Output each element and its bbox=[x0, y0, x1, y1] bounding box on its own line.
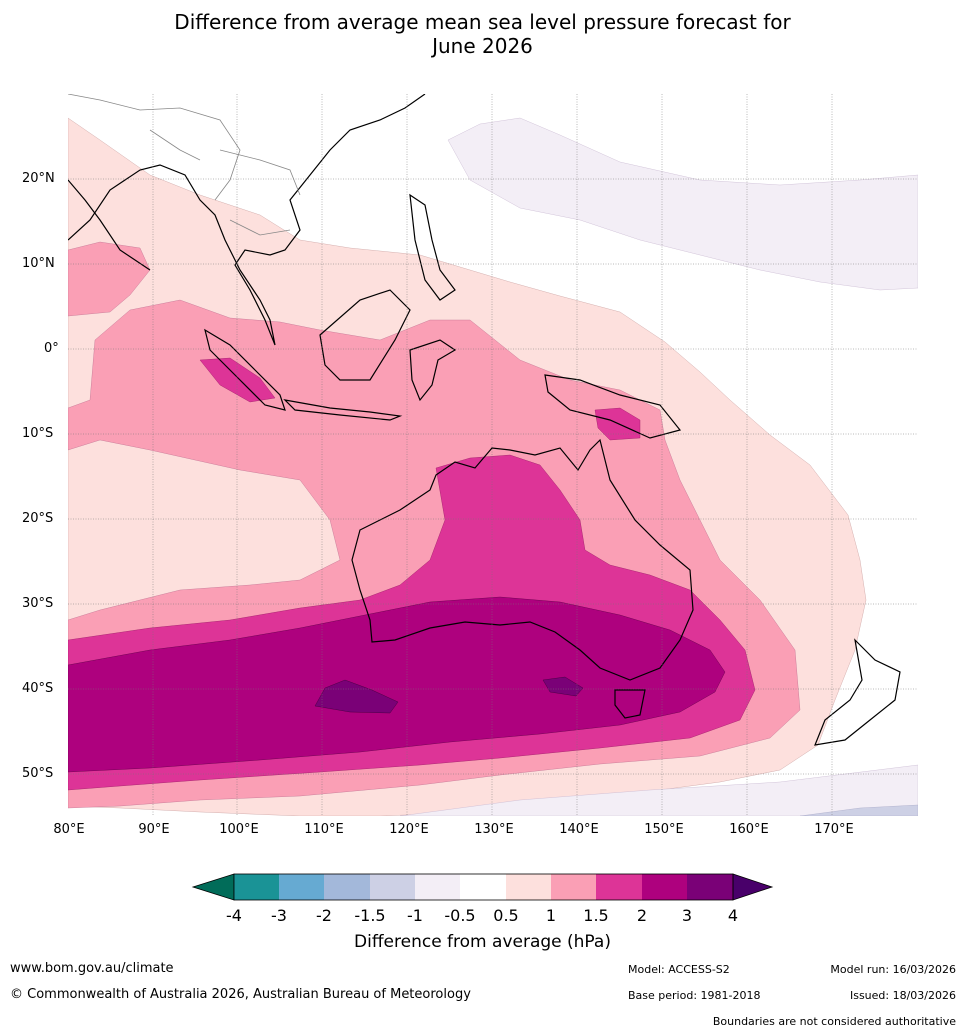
lat-label-10s: 10°S bbox=[22, 426, 54, 441]
lon-label-120e: 120°E bbox=[389, 822, 429, 837]
philippines-coast bbox=[409, 193, 456, 301]
lat-label-0: 0° bbox=[44, 341, 59, 356]
footer-boundaries-note: Boundaries are not considered authoritat… bbox=[712, 1015, 956, 1028]
sumatra-coast bbox=[204, 328, 286, 411]
contour-minus-1-to-minus-0-5 bbox=[399, 117, 918, 816]
australia-coast bbox=[351, 438, 694, 681]
lat-label-20n: 20°N bbox=[22, 171, 55, 186]
lon-label-140e: 140°E bbox=[559, 822, 599, 837]
colorbar-tick: -3 bbox=[271, 906, 287, 925]
lat-label-10n: 10°N bbox=[22, 256, 55, 271]
colorbar-swatch-8 bbox=[551, 874, 596, 900]
lon-label-160e: 160°E bbox=[729, 822, 769, 837]
pressure-field bbox=[68, 94, 918, 816]
coastlines bbox=[68, 94, 901, 746]
lat-label-20s: 20°S bbox=[22, 511, 54, 526]
colorbar-swatch-9 bbox=[596, 874, 642, 900]
borneo-coast bbox=[319, 289, 411, 381]
colorbar-swatch-1 bbox=[234, 874, 279, 900]
colorbar-swatch-4 bbox=[370, 874, 415, 900]
india-coast bbox=[68, 179, 151, 271]
lon-label-80e: 80°E bbox=[53, 822, 85, 837]
colorbar-swatch-2 bbox=[279, 874, 324, 900]
colorbar-tick: -4 bbox=[226, 906, 242, 925]
lon-label-130e: 130°E bbox=[474, 822, 514, 837]
colorbar-tick: -2 bbox=[316, 906, 332, 925]
new-zealand-coast bbox=[814, 638, 901, 746]
lon-label-90e: 90°E bbox=[138, 822, 170, 837]
title-line-2: June 2026 bbox=[432, 34, 533, 58]
contour-3-to-4 bbox=[314, 676, 584, 714]
colorbar-tick: 3 bbox=[681, 906, 693, 925]
lat-label-40s: 40°S bbox=[22, 681, 54, 696]
colorbar-swatch-5 bbox=[415, 874, 460, 900]
contour-minus-1-5-to-minus-1 bbox=[799, 804, 918, 816]
colorbar-under-arrow bbox=[191, 873, 235, 901]
footer-base-period: Base period: 1981-2018 bbox=[628, 989, 761, 1002]
asia-coast bbox=[68, 94, 426, 346]
colorbar-tick: 0.5 bbox=[493, 906, 519, 925]
contour-2-to-3 bbox=[68, 596, 726, 773]
colorbar-tick: 1 bbox=[545, 906, 557, 925]
colorbar-tick: -1 bbox=[407, 906, 423, 925]
colorbar-tick: -1.5 bbox=[354, 906, 386, 925]
lat-label-30s: 30°S bbox=[22, 596, 54, 611]
colorbar-swatch-3 bbox=[324, 874, 370, 900]
colorbar-swatch-10 bbox=[642, 874, 687, 900]
footer-issued: Issued: 18/03/2026 bbox=[849, 989, 956, 1002]
lon-label-170e: 170°E bbox=[814, 822, 854, 837]
gridlines bbox=[68, 94, 918, 816]
colorbar-swatch-7 bbox=[506, 874, 551, 900]
colorbar-tick: 4 bbox=[727, 906, 739, 925]
lat-label-50s: 50°S bbox=[22, 766, 54, 781]
lon-label-150e: 150°E bbox=[644, 822, 684, 837]
tasmania-coast bbox=[614, 689, 646, 719]
new-guinea-coast bbox=[544, 374, 682, 439]
java-coast bbox=[283, 399, 403, 421]
sulawesi-coast bbox=[409, 339, 457, 402]
lon-label-100e: 100°E bbox=[219, 822, 259, 837]
colorbar bbox=[191, 873, 774, 901]
borders bbox=[68, 94, 301, 236]
colorbar-swatch-6 bbox=[460, 874, 506, 900]
colorbar-frame bbox=[233, 873, 734, 901]
colorbar-over-arrow bbox=[732, 873, 774, 901]
footer-model: Model: ACCESS-S2 bbox=[628, 963, 730, 976]
colorbar-swatch-11 bbox=[687, 874, 733, 900]
footer-website: www.bom.gov.au/climate bbox=[10, 961, 174, 976]
footer-model-run: Model run: 16/03/2026 bbox=[830, 963, 956, 976]
map-title: Difference from average mean sea level p… bbox=[0, 10, 965, 58]
lon-label-110e: 110°E bbox=[304, 822, 344, 837]
colorbar-tick: -0.5 bbox=[444, 906, 476, 925]
title-line-1: Difference from average mean sea level p… bbox=[174, 10, 791, 34]
colorbar-title: Difference from average (hPa) bbox=[354, 932, 611, 952]
footer-copyright: © Commonwealth of Australia 2026, Austra… bbox=[10, 987, 471, 1002]
colorbar-tick: 1.5 bbox=[583, 906, 609, 925]
colorbar-tick: 2 bbox=[636, 906, 648, 925]
